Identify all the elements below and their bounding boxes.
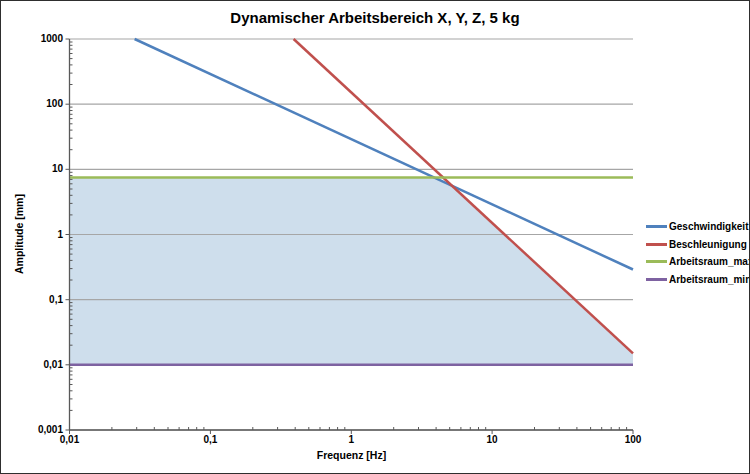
x-tick-label-100: 100 (605, 434, 661, 445)
x-axis-title: Frequenz [Hz] (289, 449, 414, 461)
legend-line-swatch (646, 225, 667, 228)
x-tick-label-1: 1 (323, 434, 379, 445)
y-tick-label-10: 10 (1, 163, 63, 174)
y-tick-label-100: 100 (1, 98, 63, 109)
x-tick-label-0,01: 0,01 (42, 434, 98, 445)
shaded-working-region (70, 178, 634, 365)
legend-label: Beschleunigung (669, 239, 747, 250)
legend-label: Geschwindigkeit (669, 221, 748, 232)
legend-label: Arbeitsraum_max (669, 256, 750, 267)
legend-item-beschleunigung: Beschleunigung (646, 236, 750, 254)
legend-line-swatch (646, 260, 667, 263)
y-tick-label-1: 1 (1, 229, 63, 240)
legend-item-geschwindigkeit: Geschwindigkeit (646, 218, 750, 236)
plot-area (1, 1, 749, 473)
x-tick-label-10: 10 (464, 434, 520, 445)
y-tick-label-1000: 1000 (1, 33, 63, 44)
legend-line-swatch (646, 243, 667, 246)
legend-item-arbeitsraum_max: Arbeitsraum_max (646, 253, 750, 271)
x-tick-label-0,1: 0,1 (182, 434, 238, 445)
legend-item-arbeitsraum_min: Arbeitsraum_min (646, 271, 750, 289)
y-tick-label-0,1: 0,1 (1, 294, 63, 305)
chart-figure: Dynamischer Arbeitsbereich X, Y, Z, 5 kg… (0, 0, 750, 474)
legend-label: Arbeitsraum_min (669, 274, 750, 285)
y-tick-label-0,01: 0,01 (1, 359, 63, 370)
legend: Geschwindigkeit Beschleunigung Arbeitsraum… (646, 218, 750, 288)
legend-line-swatch (646, 278, 667, 281)
